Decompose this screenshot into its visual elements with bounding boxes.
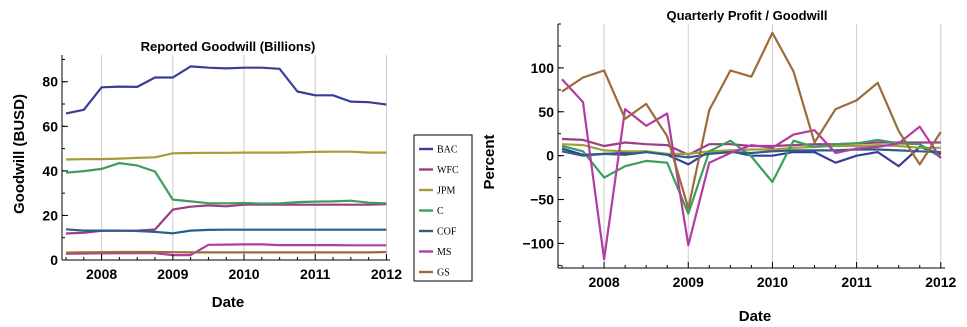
x-tick-label: 2011: [841, 274, 872, 290]
series-line-cof: [561, 148, 941, 159]
series-line-c: [65, 162, 387, 205]
grid-lines: [101, 55, 387, 260]
y-axis-label: Percent: [481, 134, 498, 189]
chart-title: Reported Goodwill (Billions): [141, 39, 316, 54]
y-tick-label: 0: [546, 148, 554, 164]
x-axis-label: Date: [212, 294, 245, 311]
y-tick-label: 20: [42, 207, 58, 223]
x-tick-label: 2010: [228, 266, 259, 282]
series-line-gs: [65, 250, 387, 254]
x-axis-label: Date: [739, 308, 772, 325]
x-tick-label: 2009: [673, 274, 704, 290]
y-tick-label: 40: [42, 163, 58, 179]
series-lines: [561, 31, 942, 261]
legend-box: [413, 134, 473, 282]
y-tick-label: −100: [522, 235, 554, 251]
legend-label-cof: COF: [437, 227, 457, 238]
legend-label-ms: MS: [437, 247, 451, 258]
series-line-ms: [65, 243, 387, 257]
x-tick-label: 2012: [925, 274, 956, 290]
x-tick-label: 2009: [157, 266, 188, 282]
y-tick-label: 0: [50, 252, 58, 268]
series-line-jpm: [561, 143, 941, 155]
legend-label-gs: GS: [437, 268, 450, 279]
goodwill-chart: Reported Goodwill (Billions) Date Goodwi…: [11, 39, 402, 311]
y-tick-label: −50: [530, 192, 554, 208]
series-line-gs: [561, 31, 942, 210]
series-line-jpm: [65, 150, 387, 161]
y-tick-label: 80: [42, 74, 58, 90]
legend: BAC WFC JPM C COF MS GS: [413, 134, 473, 282]
y-axis-label: Goodwill (BUSD): [11, 94, 28, 214]
series-lines: [65, 65, 387, 257]
series-line-bac: [65, 65, 387, 115]
series-line-ms: [561, 78, 942, 261]
legend-label-bac: BAC: [437, 145, 458, 156]
legend-label-c: C: [437, 206, 444, 217]
x-tick-label: 2008: [589, 274, 620, 290]
y-tick-label: 50: [538, 104, 554, 120]
profit-goodwill-chart: Quarterly Profit / Goodwill Date Percent…: [481, 8, 957, 325]
y-tick-label: 60: [42, 118, 58, 134]
x-tick-label: 2012: [371, 266, 402, 282]
legend-label-wfc: WFC: [437, 165, 459, 176]
legend-label-jpm: JPM: [437, 186, 455, 197]
series-line-c: [561, 138, 942, 215]
axes: 2008 2009 2010 2011 2012 −100 −50 0 50 100: [522, 23, 957, 290]
x-tick-label: 2011: [300, 266, 331, 282]
chart-title: Quarterly Profit / Goodwill: [666, 8, 827, 23]
y-tick-label: 100: [531, 60, 555, 76]
x-tick-label: 2008: [86, 266, 117, 282]
axes: 2008 2009 2010 2011 2012 0 20 40 60 80: [42, 55, 402, 282]
series-line-cof: [65, 228, 387, 235]
x-tick-label: 2010: [757, 274, 788, 290]
